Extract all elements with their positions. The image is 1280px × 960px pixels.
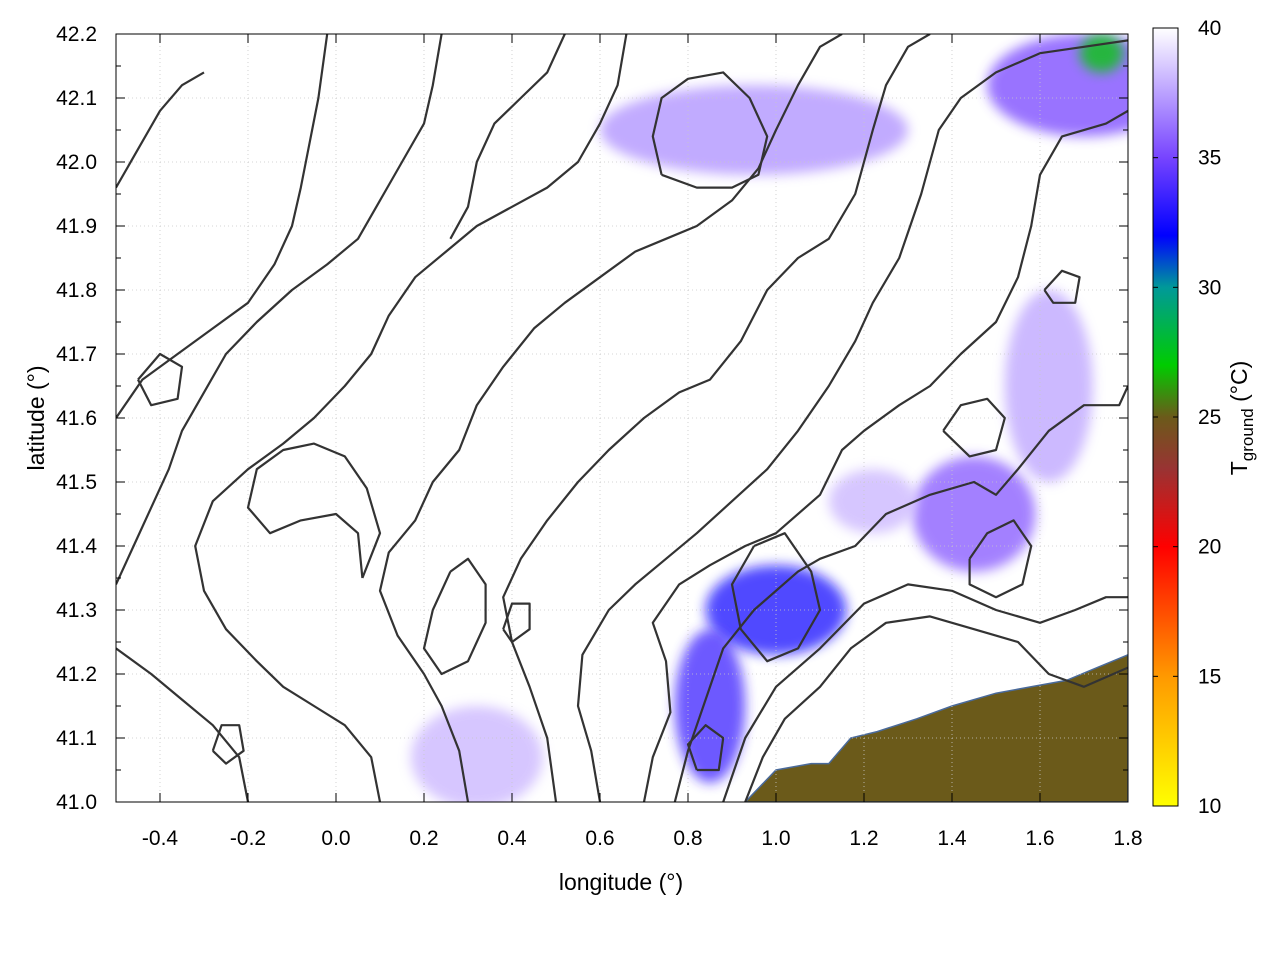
- x-tick-label: 0.4: [497, 827, 527, 850]
- x-tick-label: -0.4: [142, 827, 179, 850]
- contour-line-16: [246, 442, 382, 579]
- y-tick-label: 41.1: [56, 727, 97, 750]
- contour-line-23: [686, 724, 725, 772]
- colorbar-label-unit: (°C): [1226, 361, 1252, 409]
- colorbar-tick-label: 40: [1198, 17, 1221, 40]
- y-tick-label: 41.6: [56, 407, 97, 430]
- warm-patch-8: [828, 469, 917, 534]
- colorbar-tick-label: 20: [1198, 536, 1221, 559]
- colorbar-tick-label: 10: [1198, 795, 1221, 818]
- contour-line-11: [116, 34, 443, 585]
- warm-patch-2: [674, 629, 746, 783]
- contour-line-24: [1043, 269, 1081, 304]
- colorbar-tick-label: 30: [1198, 276, 1221, 299]
- y-tick-label: 41.7: [56, 343, 97, 366]
- y-tick-label: 41.0: [56, 791, 97, 814]
- contour-line-15: [651, 71, 769, 189]
- x-tick-label: 0.8: [673, 827, 702, 850]
- x-tick-label: 0.6: [585, 827, 614, 850]
- contour-line-6: [576, 39, 1128, 802]
- y-tick-label: 41.5: [56, 471, 97, 494]
- y-tick-label: 41.8: [56, 279, 97, 302]
- y-tick-label: 41.2: [56, 663, 97, 686]
- y-tick-label: 42.2: [56, 23, 97, 46]
- contour-line-20: [137, 352, 184, 407]
- contour-line-10: [116, 647, 250, 802]
- y-axis-label: latitude (°): [23, 365, 49, 470]
- x-tick-label: 1.0: [761, 827, 790, 850]
- warm-patch-6: [410, 706, 543, 802]
- warm-patch-5: [600, 85, 908, 175]
- warm-patch-9: [1079, 34, 1124, 73]
- colorbar: 10 15 20 25 30 35 40: [1152, 17, 1221, 818]
- colorbar-tick-label: 25: [1198, 406, 1221, 429]
- contour-line-3: [673, 385, 1128, 802]
- warm-patch-7: [1004, 290, 1093, 482]
- contour-line-1: [744, 615, 1128, 802]
- terrain-contours: [116, 34, 1128, 802]
- contour-line-2: [722, 583, 1128, 802]
- y-tick-label: 41.4: [56, 535, 97, 558]
- contour-line-18: [968, 519, 1033, 599]
- temperature-field: [410, 34, 1128, 802]
- x-tick-label: -0.2: [230, 827, 266, 850]
- y-tick-label: 41.3: [56, 599, 97, 622]
- contour-line-17: [422, 557, 487, 676]
- contour-line-5: [730, 532, 822, 663]
- contour-line-22: [502, 602, 531, 644]
- axis-ticks: -0.4 -0.2 0.0 0.2 0.4 0.6 0.8 1.0 1.2 1.4 1.6 1.8 41…: [56, 23, 1142, 850]
- contour-line-12: [116, 34, 329, 419]
- colorbar-label-main: T: [1226, 461, 1252, 475]
- y-tick-label: 42.1: [56, 87, 97, 110]
- y-tick-label: 41.9: [56, 215, 97, 238]
- colorbar-label-sub: ground: [1238, 408, 1257, 461]
- contour-line-14: [449, 34, 566, 240]
- x-tick-label: 1.2: [849, 827, 878, 850]
- contour-line-19: [942, 397, 1006, 458]
- contour-line-9: [194, 34, 628, 802]
- x-tick-label: 1.6: [1025, 827, 1054, 850]
- colorbar-tick-label: 15: [1198, 665, 1221, 688]
- contour-line-7: [502, 34, 931, 802]
- x-tick-label: 0.2: [409, 827, 438, 850]
- colorbar-tick-label: 35: [1198, 147, 1221, 170]
- x-tick-label: 1.8: [1113, 827, 1142, 850]
- colorbar-label: Tground (°C): [1226, 361, 1257, 476]
- x-tick-label: 0.0: [321, 827, 350, 850]
- y-tick-label: 42.0: [56, 151, 97, 174]
- x-axis-label: longitude (°): [559, 869, 683, 895]
- x-tick-label: 1.4: [937, 827, 967, 850]
- contour-line-4: [642, 109, 1128, 802]
- contour-line-13: [116, 71, 205, 189]
- contour-line-21: [211, 724, 245, 765]
